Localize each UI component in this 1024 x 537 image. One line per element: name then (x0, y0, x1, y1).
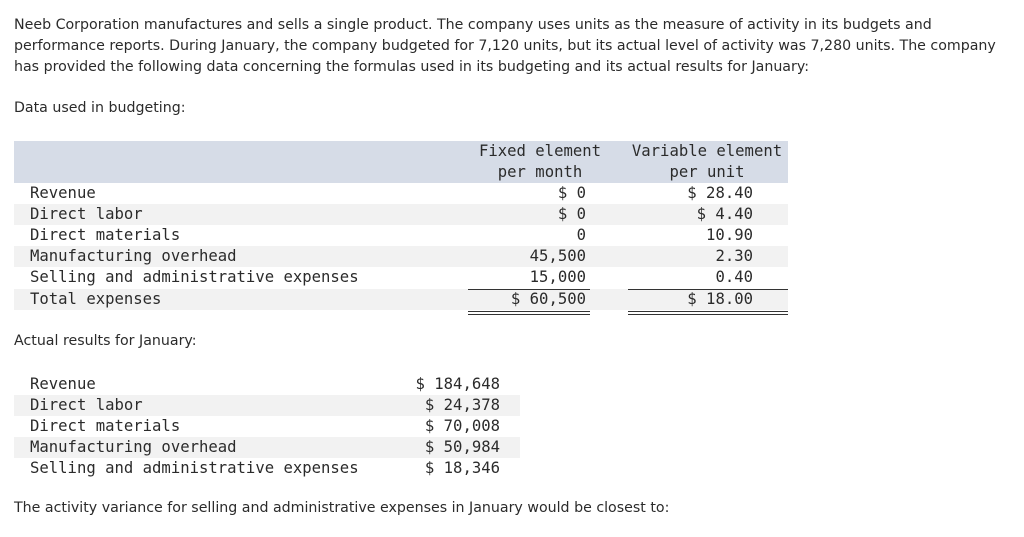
column-header: per month (497, 163, 583, 181)
cell: $ 24,378 (424, 396, 500, 414)
cell: 2.30 (715, 247, 753, 265)
column-header: Fixed element (478, 142, 602, 160)
cell: 0 (576, 226, 586, 244)
row-label: Selling and administrative expenses (30, 459, 359, 477)
row-label: Selling and administrative expenses (30, 268, 359, 286)
double-rule (468, 314, 590, 315)
row-shade (14, 437, 520, 458)
cell: $ 50,984 (424, 438, 500, 456)
cell: $ 4.40 (696, 205, 753, 223)
row-label: Manufacturing overhead (30, 438, 237, 456)
cell: $ 70,008 (424, 417, 500, 435)
row-label: Direct labor (30, 396, 143, 414)
row-shade (14, 204, 788, 225)
cell: 0.40 (715, 268, 753, 286)
total-rule (468, 289, 590, 290)
cell: $ 18.00 (687, 290, 753, 308)
double-rule (468, 311, 590, 312)
cell: $ 60,500 (510, 290, 586, 308)
cell: 10.90 (706, 226, 753, 244)
header-band (14, 141, 788, 183)
row-shade (14, 246, 788, 267)
row-label: Manufacturing overhead (30, 247, 237, 265)
cell: $ 28.40 (687, 184, 753, 202)
row-shade (14, 289, 788, 310)
cell: $ 0 (557, 205, 586, 223)
row-label: Revenue (30, 184, 96, 202)
row-label: Direct labor (30, 205, 143, 223)
row-label: Direct materials (30, 417, 181, 435)
question: The activity variance for selling and ad… (14, 500, 670, 516)
column-header: per unit (669, 163, 745, 181)
budget-heading: Data used in budgeting: (14, 100, 186, 116)
actual-heading: Actual results for January: (14, 333, 197, 349)
cell: 15,000 (529, 268, 586, 286)
cell: $ 0 (557, 184, 586, 202)
row-label: Revenue (30, 375, 96, 393)
double-rule (628, 311, 788, 312)
row-shade (14, 395, 520, 416)
column-header: Variable element (631, 142, 783, 160)
row-label: Total expenses (30, 290, 162, 308)
intro: Neeb Corporation manufactures and sells … (14, 17, 996, 75)
double-rule (628, 314, 788, 315)
cell: $ 184,648 (415, 375, 501, 393)
cell: $ 18,346 (424, 459, 500, 477)
cell: 45,500 (529, 247, 586, 265)
total-rule (628, 289, 788, 290)
row-label: Direct materials (30, 226, 181, 244)
